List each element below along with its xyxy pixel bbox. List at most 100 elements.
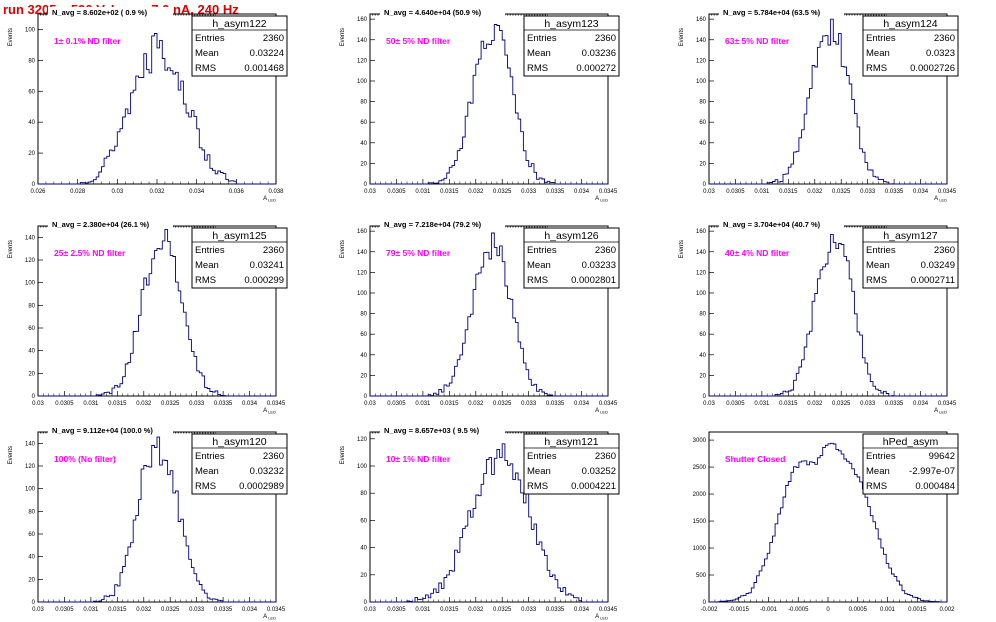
stats-value: 2360 bbox=[934, 245, 955, 256]
y-tick-label: 500 bbox=[696, 573, 707, 579]
histogram-curve bbox=[709, 442, 947, 603]
stats-key: Entries bbox=[866, 33, 896, 44]
stats-box bbox=[862, 15, 959, 77]
stats-key: RMS bbox=[527, 275, 548, 286]
x-tick-label: 0.03 bbox=[703, 401, 715, 407]
histogram-curve bbox=[38, 228, 276, 397]
x-tick-label: 0.032 bbox=[136, 607, 152, 613]
y-axis-label: Events bbox=[340, 240, 346, 258]
x-tick-label: 0.002 bbox=[939, 607, 955, 613]
y-tick-label: 140 bbox=[25, 441, 36, 447]
x-tick-label: 0.034 bbox=[189, 189, 205, 195]
y-tick-label: 80 bbox=[28, 509, 35, 515]
y-tick-label: 100 bbox=[25, 27, 36, 33]
y-tick-label: 100 bbox=[357, 79, 368, 85]
y-tick-label: 100 bbox=[25, 487, 36, 493]
y-tick-label: 0 bbox=[32, 182, 36, 188]
x-tick-label: 0.031 bbox=[754, 401, 770, 407]
x-tick-label: 0.0305 bbox=[387, 189, 406, 195]
y-tick-label: 20 bbox=[360, 373, 367, 379]
stats-key: Entries bbox=[527, 451, 557, 462]
x-tick-label: 0.036 bbox=[229, 189, 245, 195]
y-tick-label: 40 bbox=[360, 546, 367, 552]
y-axis-label: Events bbox=[8, 240, 14, 258]
stats-value: 0.03224 bbox=[250, 48, 284, 59]
y-tick-label: 40 bbox=[28, 555, 35, 561]
x-tick-label: 0.0315 bbox=[108, 607, 127, 613]
stats-key: Entries bbox=[195, 451, 225, 462]
stats-box bbox=[191, 227, 288, 289]
x-tick-label: 0.0335 bbox=[546, 189, 565, 195]
y-tick-label: 3000 bbox=[693, 438, 707, 444]
x-tick-label: 0.0325 bbox=[832, 189, 851, 195]
y-tick-label: 120 bbox=[696, 270, 707, 276]
y-tick-label: 20 bbox=[699, 161, 706, 167]
stats-value: 0.03233 bbox=[582, 260, 616, 271]
x-tick-label: 0.034 bbox=[574, 189, 590, 195]
x-tick-label: 0.0305 bbox=[387, 401, 406, 407]
y-tick-label: 160 bbox=[696, 17, 707, 23]
x-tick-label: 0.0345 bbox=[599, 189, 618, 195]
stats-key: Entries bbox=[195, 245, 225, 256]
filter-label: 100% (No filter) bbox=[54, 454, 116, 464]
y-tick-label: 20 bbox=[28, 577, 35, 583]
x-tick-label: 0.0305 bbox=[726, 189, 745, 195]
histogram-panel: -0.002 -0.0015 -0.001 -0.0005 0 0.0005 0.001 0.… bbox=[693, 431, 959, 613]
y-tick-label: 0 bbox=[364, 182, 368, 188]
y-axis-label: Events bbox=[340, 28, 346, 46]
x-tick-label: 0.034 bbox=[574, 401, 590, 407]
x-tick-label: 0.0315 bbox=[779, 189, 798, 195]
x-tick-label: 0.033 bbox=[521, 189, 537, 195]
stats-key: Entries bbox=[195, 33, 225, 44]
stats-value: 0.0002711 bbox=[911, 275, 955, 286]
stats-box bbox=[523, 15, 620, 77]
stats-key: RMS bbox=[527, 481, 548, 492]
x-tick-label: 0.0345 bbox=[267, 607, 286, 613]
x-tick-label: 0.033 bbox=[860, 401, 876, 407]
x-tick-label: 0.031 bbox=[415, 401, 431, 407]
filter-label: 1± 0.1% ND filter bbox=[54, 36, 121, 46]
x-tick-label: 0.0335 bbox=[546, 401, 565, 407]
y-axis-label: Events bbox=[8, 28, 14, 46]
y-tick-label: 0 bbox=[703, 182, 707, 188]
stats-title: h_asym123 bbox=[544, 18, 598, 30]
navg-bg bbox=[719, 7, 844, 17]
x-tick-label: 0.034 bbox=[913, 189, 929, 195]
y-tick-label: 0 bbox=[32, 394, 36, 400]
x-tick-label: 0.0305 bbox=[387, 607, 406, 613]
navg-bg bbox=[48, 219, 173, 229]
y-tick-label: 2500 bbox=[693, 465, 707, 471]
y-tick-label: 80 bbox=[28, 303, 35, 309]
x-tick-label: 0.0325 bbox=[493, 401, 512, 407]
stats-box bbox=[191, 15, 288, 77]
y-tick-label: 40 bbox=[360, 353, 367, 359]
stats-title: h_asym124 bbox=[883, 18, 937, 30]
y-tick-label: 80 bbox=[360, 100, 367, 106]
y-tick-label: 140 bbox=[357, 250, 368, 256]
x-tick-label: 0.0325 bbox=[493, 607, 512, 613]
y-tick-label: 80 bbox=[699, 312, 706, 318]
stats-value: 99642 bbox=[929, 451, 955, 462]
stats-key: RMS bbox=[527, 63, 548, 74]
stats-value: 0.000299 bbox=[244, 275, 284, 286]
y-tick-label: 40 bbox=[28, 349, 35, 355]
navg-label: N_avg = 8.602e+02 ( 0.9 %) bbox=[52, 8, 148, 17]
filter-label: 79± 5% ND filter bbox=[386, 248, 451, 258]
x-axis-label: A LED bbox=[595, 614, 608, 621]
x-tick-label: 0.0345 bbox=[938, 189, 957, 195]
y-tick-label: 60 bbox=[360, 332, 367, 338]
y-tick-label: 140 bbox=[696, 38, 707, 44]
y-tick-label: 60 bbox=[360, 518, 367, 524]
x-tick-label: 0.031 bbox=[415, 607, 431, 613]
y-tick-label: 120 bbox=[25, 464, 36, 470]
histogram-panel: 0.03 0.0305 0.031 0.0315 0.032 0.0325 0.033 0.0… bbox=[679, 219, 959, 415]
y-tick-label: 60 bbox=[28, 326, 35, 332]
y-tick-label: 100 bbox=[25, 281, 36, 287]
x-tick-label: 0.032 bbox=[807, 401, 823, 407]
stats-key: Mean bbox=[866, 466, 890, 477]
stats-value: 2360 bbox=[263, 245, 284, 256]
x-tick-label: -0.0015 bbox=[729, 607, 750, 613]
x-tick-label: 0.0325 bbox=[161, 607, 180, 613]
stats-box bbox=[523, 433, 620, 495]
x-tick-label: 0.03 bbox=[32, 607, 44, 613]
